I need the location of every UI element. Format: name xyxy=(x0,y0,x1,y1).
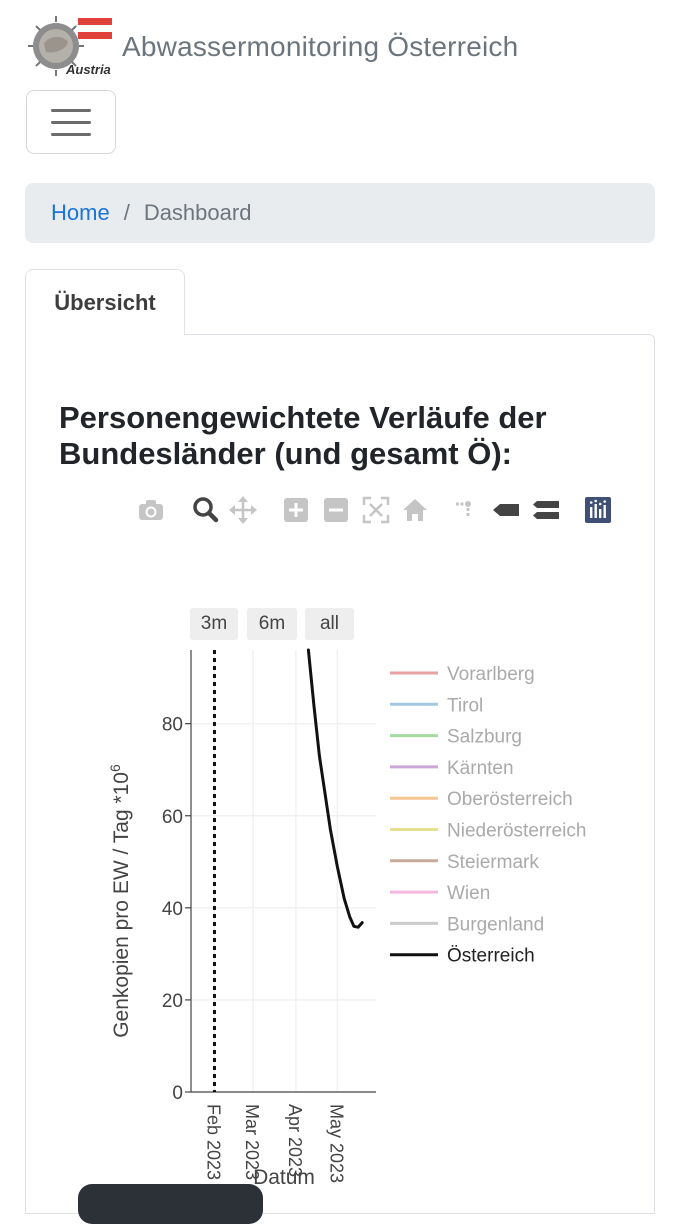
brand[interactable]: Austria Abwassermonitoring Österreich xyxy=(26,14,518,80)
range-button-3m[interactable]: 3m xyxy=(190,608,238,640)
breadcrumb: Home / Dashboard xyxy=(25,183,655,243)
x-tick-label: Apr 2023 xyxy=(285,1104,305,1177)
legend-label-steiermark: Steiermark xyxy=(447,852,539,873)
legend-label-tirol: Tirol xyxy=(447,695,483,716)
series-line-oesterreich xyxy=(306,648,364,929)
y-tick-label: 20 xyxy=(162,991,183,1012)
tab-uebersicht[interactable]: Übersicht xyxy=(25,269,185,335)
spike-lines-icon[interactable] xyxy=(450,495,480,525)
logo-caption: Austria xyxy=(66,62,111,77)
legend-label-kaernten: Kärnten xyxy=(447,758,514,779)
legend-label-oesterreich: Österreich xyxy=(447,946,535,967)
plotly-logo-icon[interactable] xyxy=(583,495,613,525)
zoom-icon[interactable] xyxy=(190,495,220,525)
legend-label-salzburg: Salzburg xyxy=(447,727,522,748)
legend-label-oberoesterreich: Oberösterreich xyxy=(447,789,573,810)
y-tick-label: 60 xyxy=(162,807,183,828)
hamburger-icon xyxy=(51,108,91,112)
breadcrumb-home-link[interactable]: Home xyxy=(51,200,110,225)
breadcrumb-separator: / xyxy=(123,200,130,225)
x-tick-label: May 2023 xyxy=(326,1104,346,1183)
legend-label-wien: Wien xyxy=(447,883,490,904)
reset-axes-icon[interactable] xyxy=(400,495,430,525)
navbar-toggle-button[interactable] xyxy=(26,90,116,154)
x-tick-label: Mar 2023 xyxy=(242,1104,262,1180)
zoom-in-icon[interactable] xyxy=(281,495,311,525)
y-tick-label: 80 xyxy=(162,715,183,736)
legend-label-vorarlberg: Vorarlberg xyxy=(447,664,535,685)
hover-compare-icon[interactable] xyxy=(531,495,561,525)
legend-label-niederoesterreich: Niederösterreich xyxy=(447,821,586,842)
section-heading: Personengewichtete Verläufe der Bundeslä… xyxy=(59,400,547,471)
pan-icon[interactable] xyxy=(228,495,258,525)
y-tick-label: 40 xyxy=(162,899,183,920)
camera-icon[interactable] xyxy=(136,495,166,525)
line-chart: 0 20 40 60 80 Feb 2023 Mar 2023 Apr 2023 May 202… xyxy=(107,648,586,1189)
y-axis-title-superscript: 6 xyxy=(107,764,123,772)
y-tick-label: 0 xyxy=(172,1083,183,1104)
y-axis-title: Genkopien pro EW / Tag *106 xyxy=(107,764,133,1038)
breadcrumb-current: Dashboard xyxy=(143,200,252,225)
austria-logo: Austria xyxy=(26,14,114,80)
autoscale-icon[interactable] xyxy=(361,495,391,525)
floating-action-button[interactable] xyxy=(78,1184,263,1224)
site-title: Abwassermonitoring Österreich xyxy=(122,31,519,62)
x-axis-title: Datum xyxy=(253,1166,315,1189)
range-button-6m[interactable]: 6m xyxy=(247,608,297,640)
zoom-out-icon[interactable] xyxy=(321,495,351,525)
hover-closest-icon[interactable] xyxy=(491,495,521,525)
range-button-all[interactable]: all xyxy=(305,608,354,640)
legend-label-burgenland: Burgenland xyxy=(447,914,544,935)
x-tick-label: Feb 2023 xyxy=(203,1104,223,1180)
tab-panel xyxy=(25,334,655,1214)
